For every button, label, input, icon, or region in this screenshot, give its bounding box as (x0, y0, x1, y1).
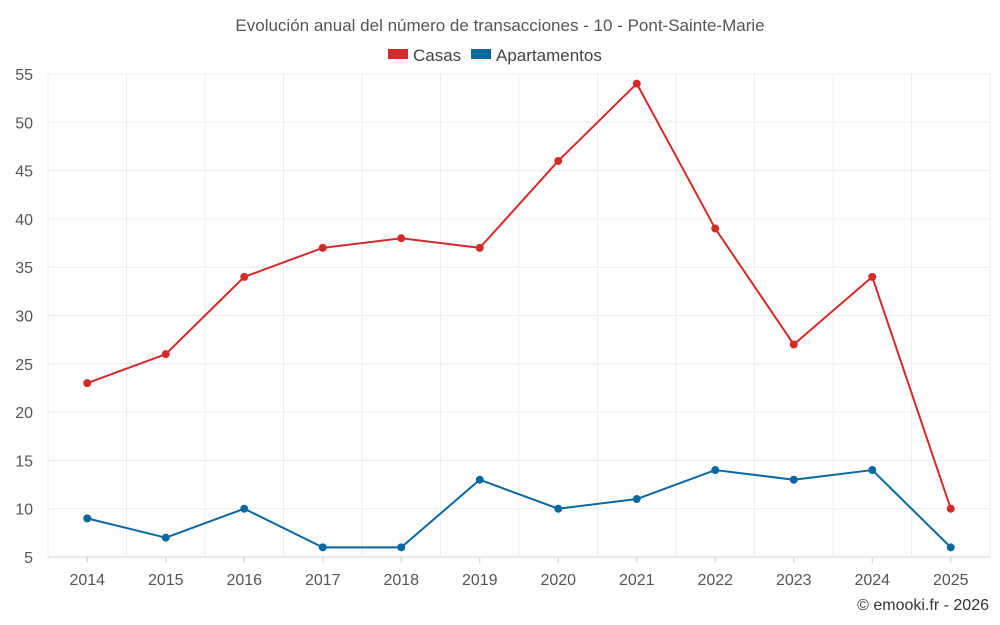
data-point-apartamentos[interactable] (475, 475, 484, 484)
y-tick-label: 25 (15, 357, 33, 374)
data-point-casas[interactable] (868, 272, 877, 281)
y-tick-label: 40 (15, 212, 33, 229)
legend[interactable]: Casas Apartamentos (388, 46, 602, 65)
legend-label-apartamentos: Apartamentos (496, 46, 602, 65)
legend-swatch-casas (388, 49, 408, 59)
data-point-casas[interactable] (946, 504, 955, 513)
data-point-casas[interactable] (161, 350, 170, 359)
y-tick-label: 55 (15, 67, 33, 84)
x-tick-label: 2016 (226, 572, 262, 589)
data-point-casas[interactable] (789, 340, 798, 349)
data-point-apartamentos[interactable] (632, 495, 641, 504)
legend-item-casas[interactable]: Casas (388, 46, 461, 65)
x-tick-label: 2015 (148, 572, 184, 589)
series-line-apartamentos (87, 469, 952, 549)
data-point-apartamentos[interactable] (789, 475, 798, 484)
x-tick-label: 2024 (854, 572, 890, 589)
data-point-casas[interactable] (240, 272, 249, 281)
legend-label-casas: Casas (413, 46, 461, 65)
y-tick-label: 10 (15, 502, 33, 519)
data-point-apartamentos[interactable] (240, 504, 249, 513)
y-tick-label: 50 (15, 115, 33, 132)
data-point-casas[interactable] (397, 234, 406, 243)
y-tick-label: 5 (24, 550, 33, 567)
y-tick-label: 20 (15, 405, 33, 422)
legend-item-apartamentos[interactable]: Apartamentos (471, 46, 602, 65)
y-tick-label: 30 (15, 309, 33, 326)
data-point-casas[interactable] (83, 379, 92, 388)
x-tick-label: 2020 (540, 572, 576, 589)
data-point-apartamentos[interactable] (318, 543, 327, 552)
data-point-apartamentos[interactable] (946, 543, 955, 552)
x-tick-label: 2017 (305, 572, 341, 589)
series-line-casas (86, 82, 952, 510)
y-axis: 5 10 15 20 25 30 35 40 45 50 55 (15, 67, 33, 567)
data-point-casas[interactable] (632, 79, 641, 88)
y-tick-label: 45 (15, 164, 33, 181)
y-tick-label: 35 (15, 260, 33, 277)
x-axis: 2014 2015 2016 2017 2018 2019 2020 2021 2022 2023… (69, 557, 969, 589)
x-tick-label: 2018 (383, 572, 419, 589)
x-tick-label: 2022 (697, 572, 733, 589)
data-point-apartamentos[interactable] (868, 466, 877, 475)
x-tick-label: 2025 (933, 572, 969, 589)
data-point-casas[interactable] (711, 224, 720, 233)
credit-text: © emooki.fr - 2026 (857, 597, 989, 614)
data-point-apartamentos[interactable] (83, 514, 92, 523)
data-point-apartamentos[interactable] (554, 504, 563, 513)
data-point-casas[interactable] (318, 243, 327, 252)
chart-title: Evolución anual del número de transaccio… (235, 16, 764, 35)
x-tick-label: 2023 (776, 572, 812, 589)
data-point-apartamentos[interactable] (711, 466, 720, 475)
legend-swatch-apartamentos (471, 49, 491, 59)
data-point-apartamentos[interactable] (161, 533, 170, 542)
data-point-apartamentos[interactable] (397, 543, 406, 552)
data-point-casas[interactable] (554, 156, 563, 165)
y-tick-label: 15 (15, 453, 33, 470)
x-tick-label: 2014 (69, 572, 105, 589)
x-tick-label: 2019 (462, 572, 498, 589)
series-layer (83, 79, 955, 552)
x-tick-label: 2021 (619, 572, 655, 589)
grid (47, 73, 991, 558)
data-point-casas[interactable] (475, 243, 484, 252)
